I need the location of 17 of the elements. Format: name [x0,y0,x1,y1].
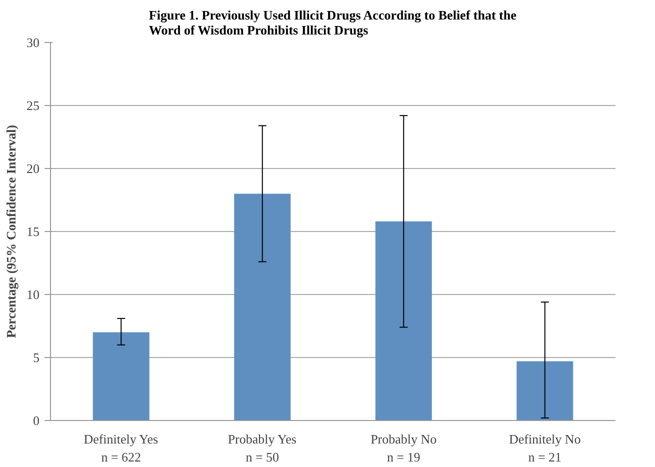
bar [516,361,574,420]
x-tick-label: Probably Yes n = 50 [228,432,296,464]
y-axis-title: Percentage (95% Confidence Interval) [4,124,18,338]
y-tick-label: 0 [33,413,40,428]
x-tick-label: Definitely No n = 21 [508,432,581,464]
bar [234,194,291,420]
y-tick-label: 20 [26,161,40,176]
bar [92,332,150,420]
y-tick-label: 30 [26,35,40,50]
y-tick-label: 5 [33,350,40,365]
x-tick-label: Probably No n = 19 [370,432,437,464]
y-tick-label: 10 [26,287,40,302]
y-tick-label: 15 [26,224,40,239]
bar [375,221,432,420]
y-tick-label: 25 [26,98,40,113]
chart-title: Figure 1. Previously Used Illicit Drugs According to Belief that the Word of Wisdom Prohibits Illicit Drugs [148,8,517,38]
x-tick-label: Definitely Yes n = 622 [84,432,158,464]
